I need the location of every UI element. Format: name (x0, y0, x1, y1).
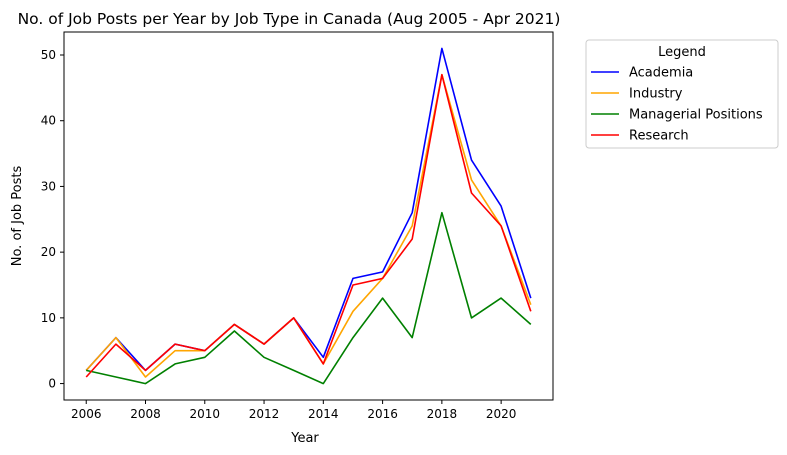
legend: Legend Academia Industry Managerial Positi… (585, 39, 779, 149)
x-tick-label: 2016 (367, 407, 398, 421)
x-tick-label: 2018 (427, 407, 458, 421)
legend-title: Legend (658, 45, 706, 60)
legend-label-industry: Industry (629, 87, 683, 102)
series-line-managerial-positions (86, 211, 532, 385)
legend-label-academia: Academia (629, 66, 693, 81)
y-axis-label: No. of Job Posts (10, 166, 25, 267)
chart-title: No. of Job Posts per Year by Job Type in… (18, 10, 561, 28)
x-tick-label: 2008 (130, 407, 161, 421)
y-tick-label: 10 (41, 311, 56, 325)
x-tick-label: 2020 (486, 407, 517, 421)
x-tick-label: 2014 (308, 407, 339, 421)
y-tick-label: 40 (41, 114, 56, 128)
legend-label-research: Research (629, 129, 689, 144)
x-tick-label: 2006 (71, 407, 102, 421)
series-lines (85, 47, 532, 385)
series-line-industry (85, 73, 532, 378)
y-tick-label: 30 (41, 179, 56, 193)
legend-items: Academia Industry Managerial Positions Rese… (591, 66, 763, 144)
legend-label-managerial-positions: Managerial Positions (629, 108, 763, 123)
legend-frame (585, 39, 779, 149)
y-axis: 0 10 20 30 40 50 (41, 48, 64, 391)
x-axis: 2006 2008 2010 2012 2014 2016 2018 2020 (71, 400, 516, 421)
series-line-academia (85, 47, 532, 372)
x-tick-label: 2012 (249, 407, 280, 421)
plot-area (63, 31, 554, 401)
y-tick-label: 20 (41, 245, 56, 259)
y-tick-label: 0 (48, 377, 56, 391)
x-tick-label: 2010 (189, 407, 220, 421)
series-line-research (85, 73, 532, 378)
y-tick-label: 50 (41, 48, 56, 62)
x-axis-label: Year (290, 431, 319, 446)
